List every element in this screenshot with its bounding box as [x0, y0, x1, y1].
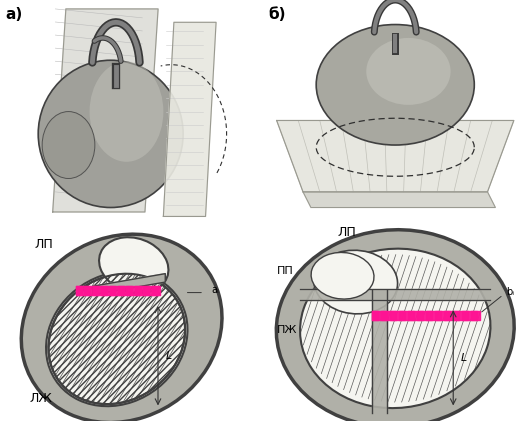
- Polygon shape: [53, 9, 158, 212]
- Text: L: L: [461, 353, 467, 363]
- Ellipse shape: [314, 250, 397, 314]
- Text: aᵢ: aᵢ: [211, 285, 219, 295]
- Polygon shape: [372, 290, 387, 413]
- Polygon shape: [277, 120, 514, 192]
- Ellipse shape: [21, 234, 222, 421]
- Polygon shape: [303, 192, 495, 208]
- Text: ПЖ: ПЖ: [277, 325, 297, 335]
- Ellipse shape: [366, 38, 451, 105]
- Text: ЛП: ЛП: [337, 226, 356, 239]
- Text: б): б): [269, 7, 286, 22]
- Ellipse shape: [48, 274, 185, 404]
- Ellipse shape: [311, 253, 374, 299]
- Ellipse shape: [99, 237, 169, 293]
- Text: а): а): [5, 7, 23, 22]
- Text: bᵢ: bᵢ: [506, 287, 514, 297]
- Ellipse shape: [300, 249, 491, 408]
- Polygon shape: [163, 22, 216, 216]
- Text: ЛЖ: ЛЖ: [30, 392, 52, 405]
- Ellipse shape: [38, 60, 183, 208]
- Ellipse shape: [316, 24, 474, 145]
- Text: ЛП: ЛП: [34, 238, 53, 251]
- Text: ПП: ПП: [277, 266, 294, 276]
- Text: L: L: [165, 351, 171, 361]
- Ellipse shape: [90, 61, 163, 162]
- Polygon shape: [93, 274, 165, 295]
- Ellipse shape: [46, 272, 188, 406]
- Ellipse shape: [276, 230, 514, 421]
- Ellipse shape: [42, 112, 95, 179]
